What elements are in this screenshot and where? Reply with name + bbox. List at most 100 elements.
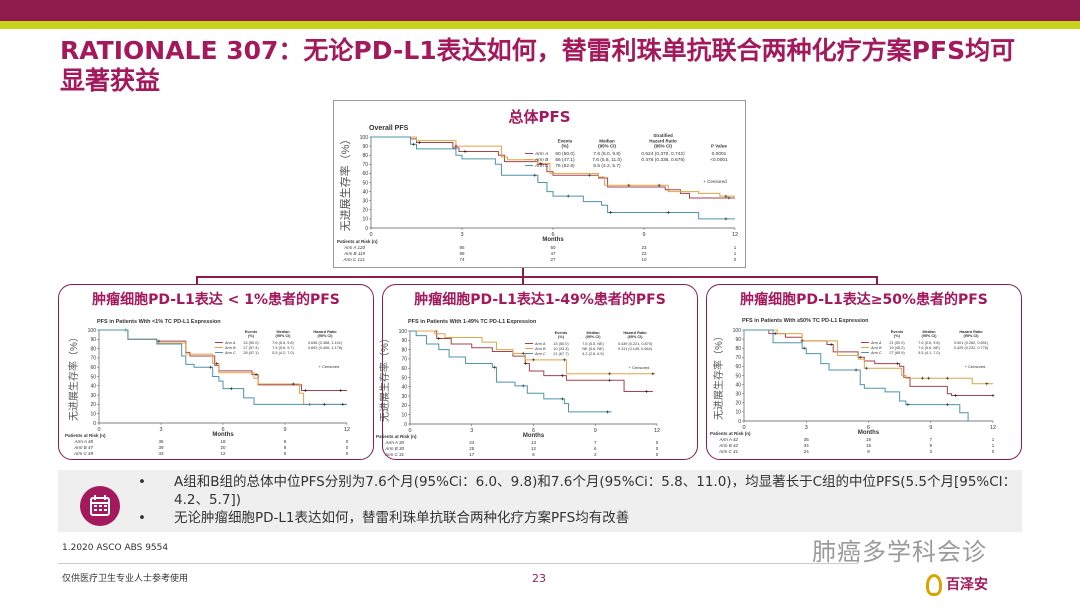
censor-mark <box>991 394 995 398</box>
censor-mark <box>437 336 441 340</box>
censor-mark <box>608 372 612 376</box>
connector <box>196 276 198 284</box>
risk-count: 3 <box>929 449 932 454</box>
x-tick-label: 6 <box>532 428 535 434</box>
y-tick-label: 80 <box>401 347 407 353</box>
y-tick-label: 30 <box>401 394 407 400</box>
risk-count: 9 <box>867 449 870 454</box>
legend-label: Arm A <box>534 342 546 346</box>
x-tick-label: 12 <box>344 427 350 433</box>
censor-mark <box>657 183 661 187</box>
legend-median: 4.2 (2.8, 6.5) <box>582 352 604 356</box>
risk-count: 23 <box>641 245 647 250</box>
censor-mark <box>463 150 467 154</box>
censor-mark <box>727 196 731 200</box>
legend-hr: 0.478 (0.336, 0.679) <box>641 157 685 163</box>
y-tick-label: 70 <box>90 356 96 362</box>
y-tick-label: 100 <box>399 329 408 335</box>
risk-row-label: Arm A 48 <box>74 439 94 444</box>
risk-count: 7 <box>594 440 597 445</box>
risk-row-label: Arm C 31 <box>384 452 405 457</box>
censor-mark <box>304 388 308 392</box>
censor-mark <box>854 368 858 372</box>
censor-mark <box>454 144 458 148</box>
legend-header: Hazard Ratio (95% CI) <box>313 330 337 338</box>
y-tick-label: 0 <box>738 419 741 425</box>
risk-row-label: Arm C 41 <box>718 449 739 454</box>
legend-header: Median (95% CI) <box>922 330 938 338</box>
censor-mark <box>322 402 326 406</box>
legend-label: Arm A <box>870 341 882 345</box>
risk-count: 18 <box>220 439 226 444</box>
risk-count: 0 <box>656 452 659 457</box>
chart-title: PFS in Patients With ≥50% TC PD-L1 Expre… <box>742 318 869 324</box>
risk-count: 0 <box>992 449 995 454</box>
panel-title: 肿瘤细胞PD-L1表达 < 1%患者的PFS <box>92 292 340 308</box>
y-tick-label: 0 <box>365 226 368 232</box>
connector <box>522 268 524 277</box>
y-tick-label: 60 <box>362 171 368 177</box>
risk-count: 12 <box>531 446 537 451</box>
risk-table-header: Patients at Risk (n) <box>710 431 751 436</box>
risk-count: 17 <box>469 452 475 457</box>
y-tick-label: 50 <box>401 375 407 381</box>
risk-count: 9 <box>929 443 932 448</box>
risk-row-label: Arm A 42 <box>719 437 739 442</box>
y-tick-label: 100 <box>88 328 97 334</box>
risk-count: 24 <box>469 440 475 445</box>
legend-label: Arm B <box>534 347 546 351</box>
chart-title: PFS in Patients With <1% TC PD-L1 Expres… <box>97 319 221 325</box>
legend-label: Arm A <box>224 341 236 345</box>
y-axis-label: 无进展生存率（%） <box>338 134 352 232</box>
y-tick-label: 100 <box>733 328 742 334</box>
legend-header: Hazard Ratio (95% CI) <box>623 331 647 339</box>
x-tick-label: 12 <box>654 428 660 434</box>
risk-row-label: Arm A 30 <box>385 440 405 445</box>
footer-disclaimer: 仅供医疗卫生专业人士参考使用 <box>62 574 189 584</box>
y-tick-label: 90 <box>735 337 741 343</box>
y-tick-label: 30 <box>735 392 741 398</box>
x-axis-label: Months <box>858 430 880 436</box>
censor-mark <box>800 339 804 343</box>
legend-label: Arm C <box>224 351 236 355</box>
risk-row-label: Arm A 120 <box>343 245 365 250</box>
y-tick-label: 80 <box>735 346 741 352</box>
y-tick-label: 40 <box>401 385 407 391</box>
y-axis-label: 无进展生存率（%） <box>378 333 391 422</box>
y-tick-label: 70 <box>401 357 407 363</box>
y-tick-label: 70 <box>735 355 741 361</box>
finding-item: 无论肿瘤细胞PD-L1表达如何，替雷利珠单抗联合两种化疗方案PFS均有改善 <box>138 509 1018 527</box>
risk-row-label: Arm B 30 <box>384 446 404 451</box>
risk-count: 0 <box>346 439 349 444</box>
censored-legend: + Censored <box>629 365 650 370</box>
censor-mark <box>858 355 862 359</box>
legend-median: 5.5 (4.2, 7.0) <box>272 351 294 355</box>
legend-header: Events (%) <box>558 138 573 148</box>
risk-count: 15 <box>866 443 872 448</box>
km-curve-arm-c <box>744 329 969 421</box>
risk-row-label: Arm B 119 <box>343 251 365 256</box>
page-title: RATIONALE 307：无论PD-L1表达如何，替雷利珠单抗联合两种化疗方案… <box>60 36 1016 95</box>
censor-mark <box>645 389 649 393</box>
x-tick-label: 9 <box>594 428 597 434</box>
x-tick-label: 3 <box>470 428 473 434</box>
legend-label: Arm B <box>870 346 882 350</box>
footer-divider <box>58 563 858 564</box>
legend-hr: 0.425 (0.232, 0.776) <box>954 346 989 350</box>
legend-header: Median (95% CI) <box>276 330 292 338</box>
legend-median: 5.5 (4.1, 7.0) <box>918 351 940 355</box>
risk-count: 35 <box>804 437 810 442</box>
y-tick-label: 10 <box>401 413 407 419</box>
y-tick-label: 90 <box>401 338 407 344</box>
y-tick-label: 10 <box>362 217 368 223</box>
censor-mark <box>523 362 527 366</box>
panel-pdl1-1-49 <box>382 284 698 460</box>
censor-mark <box>906 403 910 407</box>
key-findings-box: A组和B组的总体中位PFS分别为7.6个月(95%Ci：6.0、9.8)和7.6… <box>58 470 1022 532</box>
legend-events: 56 (47.1) <box>555 157 575 163</box>
risk-count: 1 <box>992 437 995 442</box>
connector <box>522 276 524 284</box>
legend-label: Arm C <box>534 163 549 169</box>
risk-count: 7 <box>929 437 932 442</box>
